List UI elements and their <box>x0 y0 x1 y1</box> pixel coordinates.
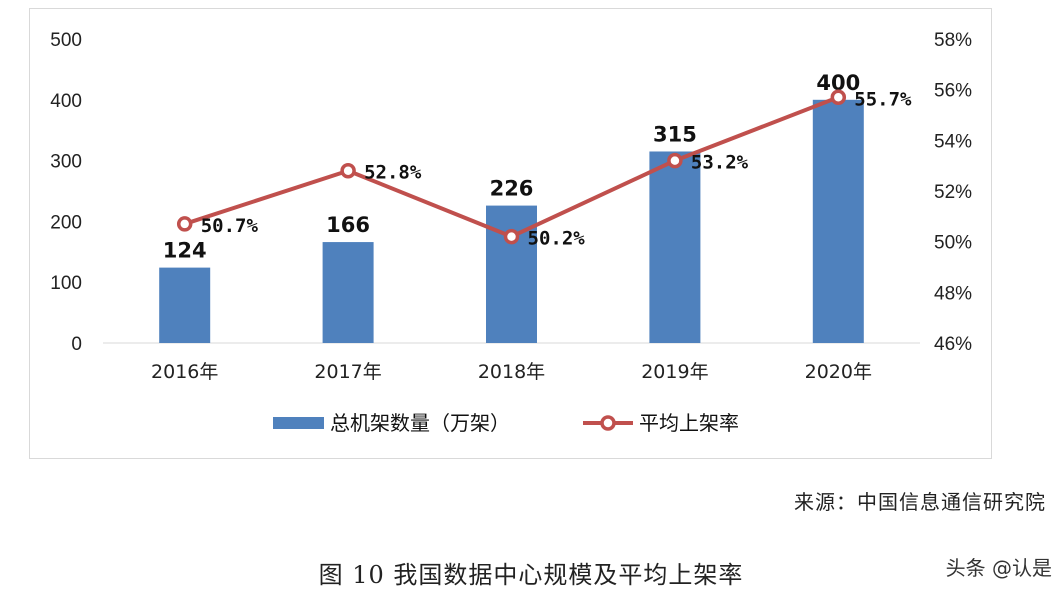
line-value-label: 53.2% <box>691 152 749 174</box>
line-point <box>340 162 356 179</box>
left-tick-label: 300 <box>50 152 82 173</box>
bar <box>159 267 211 343</box>
legend-line-marker <box>600 415 616 431</box>
left-tick-label: 500 <box>50 30 82 51</box>
category-label: 2019年 <box>641 361 708 383</box>
bar <box>649 151 701 343</box>
right-tick-label: 56% <box>934 81 972 102</box>
line-value-label: 52.8% <box>364 162 422 184</box>
legend-bar-swatch <box>273 417 324 429</box>
line-point <box>503 228 520 245</box>
left-tick-label: 100 <box>50 273 82 294</box>
right-tick-label: 48% <box>934 283 972 304</box>
category-label: 2020年 <box>805 361 872 383</box>
left-tick-label: 0 <box>71 334 82 355</box>
bar-value-label: 226 <box>490 177 534 201</box>
line-point <box>176 216 193 232</box>
bar <box>322 242 374 343</box>
chart-frame: 0 100 200 300 400 500 46% 48% 50% 52% 54% 56% 58% 124… <box>29 8 992 459</box>
legend-bar-label: 总机架数量（万架） <box>330 411 510 435</box>
right-tick-label: 50% <box>934 233 972 254</box>
bar-value-label: 166 <box>326 213 370 237</box>
left-tick-label: 400 <box>50 91 82 112</box>
right-tick-label: 52% <box>934 182 972 203</box>
line-value-label: 50.7% <box>201 215 259 237</box>
line-value-label: 55.7% <box>854 88 912 110</box>
category-label: 2018年 <box>478 361 545 383</box>
category-label: 2016年 <box>151 361 218 383</box>
brand-watermark: 头条 @认是 <box>945 556 1052 580</box>
right-tick-label: 58% <box>934 30 972 51</box>
line-point <box>667 152 683 169</box>
bar <box>812 99 864 343</box>
legend-line-label: 平均上架率 <box>639 411 739 435</box>
line-point <box>830 89 847 106</box>
figure-caption: 图 10 我国数据中心规模及平均上架率 <box>318 561 744 589</box>
left-tick-label: 200 <box>50 212 82 233</box>
category-label: 2017年 <box>314 361 381 383</box>
right-tick-label: 54% <box>934 131 972 152</box>
chart: 0 100 200 300 400 500 46% 48% 50% 52% 54% 56% 58% 124… <box>50 30 972 435</box>
source-note: 来源：中国信息通信研究院 <box>794 490 1046 514</box>
bar-value-label: 315 <box>653 122 697 146</box>
line-value-label: 50.2% <box>528 228 586 250</box>
bar-value-label: 124 <box>163 239 207 263</box>
right-tick-label: 46% <box>934 334 972 355</box>
